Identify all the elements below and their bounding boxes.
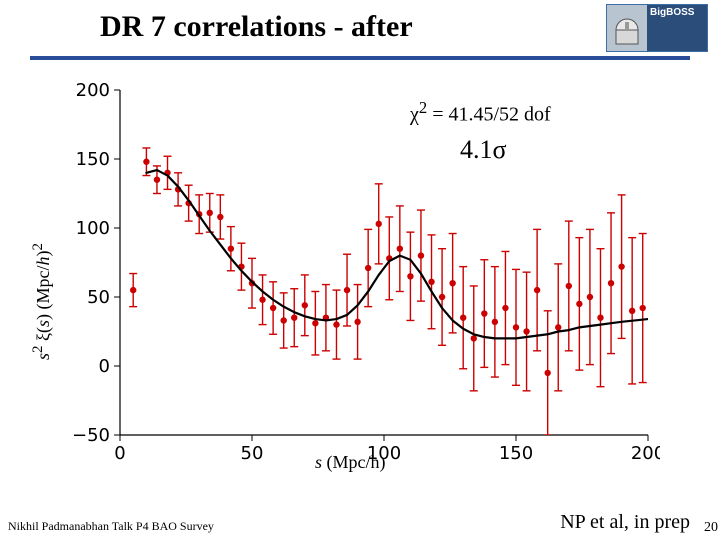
footer-left-text: Nikhil Padmanabhan Talk P4 BAO Survey [8, 519, 214, 534]
logo-dome-icon [607, 5, 647, 51]
y-axis-label: s2 ξ(s) (Mpc/h)2 [30, 243, 54, 360]
svg-text:50: 50 [241, 443, 264, 464]
chi2-annotation: χ2 = 41.45/52 dof [410, 98, 551, 127]
svg-text:0: 0 [114, 443, 125, 464]
svg-text:−50: −50 [72, 425, 110, 446]
sigma-annotation: 4.1σ [460, 135, 507, 165]
svg-text:200: 200 [631, 443, 660, 464]
logo-text: BigBOSS [647, 5, 707, 51]
slide-header: DR 7 correlations - after BigBOSS [0, 0, 720, 70]
correlation-chart: −50050100150200050100150200 χ2 = 41.45/5… [60, 80, 660, 480]
x-axis-label: s (Mpc/h) [315, 452, 386, 473]
svg-text:150: 150 [76, 149, 110, 170]
svg-text:150: 150 [499, 443, 533, 464]
slide-number: 20 [704, 520, 718, 536]
footer-right-text: NP et al, in prep [560, 511, 690, 534]
slide-title: DR 7 correlations - after [100, 10, 413, 44]
header-rule [30, 56, 690, 60]
svg-text:200: 200 [76, 80, 110, 101]
svg-text:50: 50 [87, 287, 110, 308]
svg-text:100: 100 [76, 218, 110, 239]
bigboss-logo: BigBOSS [606, 4, 708, 52]
svg-text:0: 0 [99, 356, 110, 377]
